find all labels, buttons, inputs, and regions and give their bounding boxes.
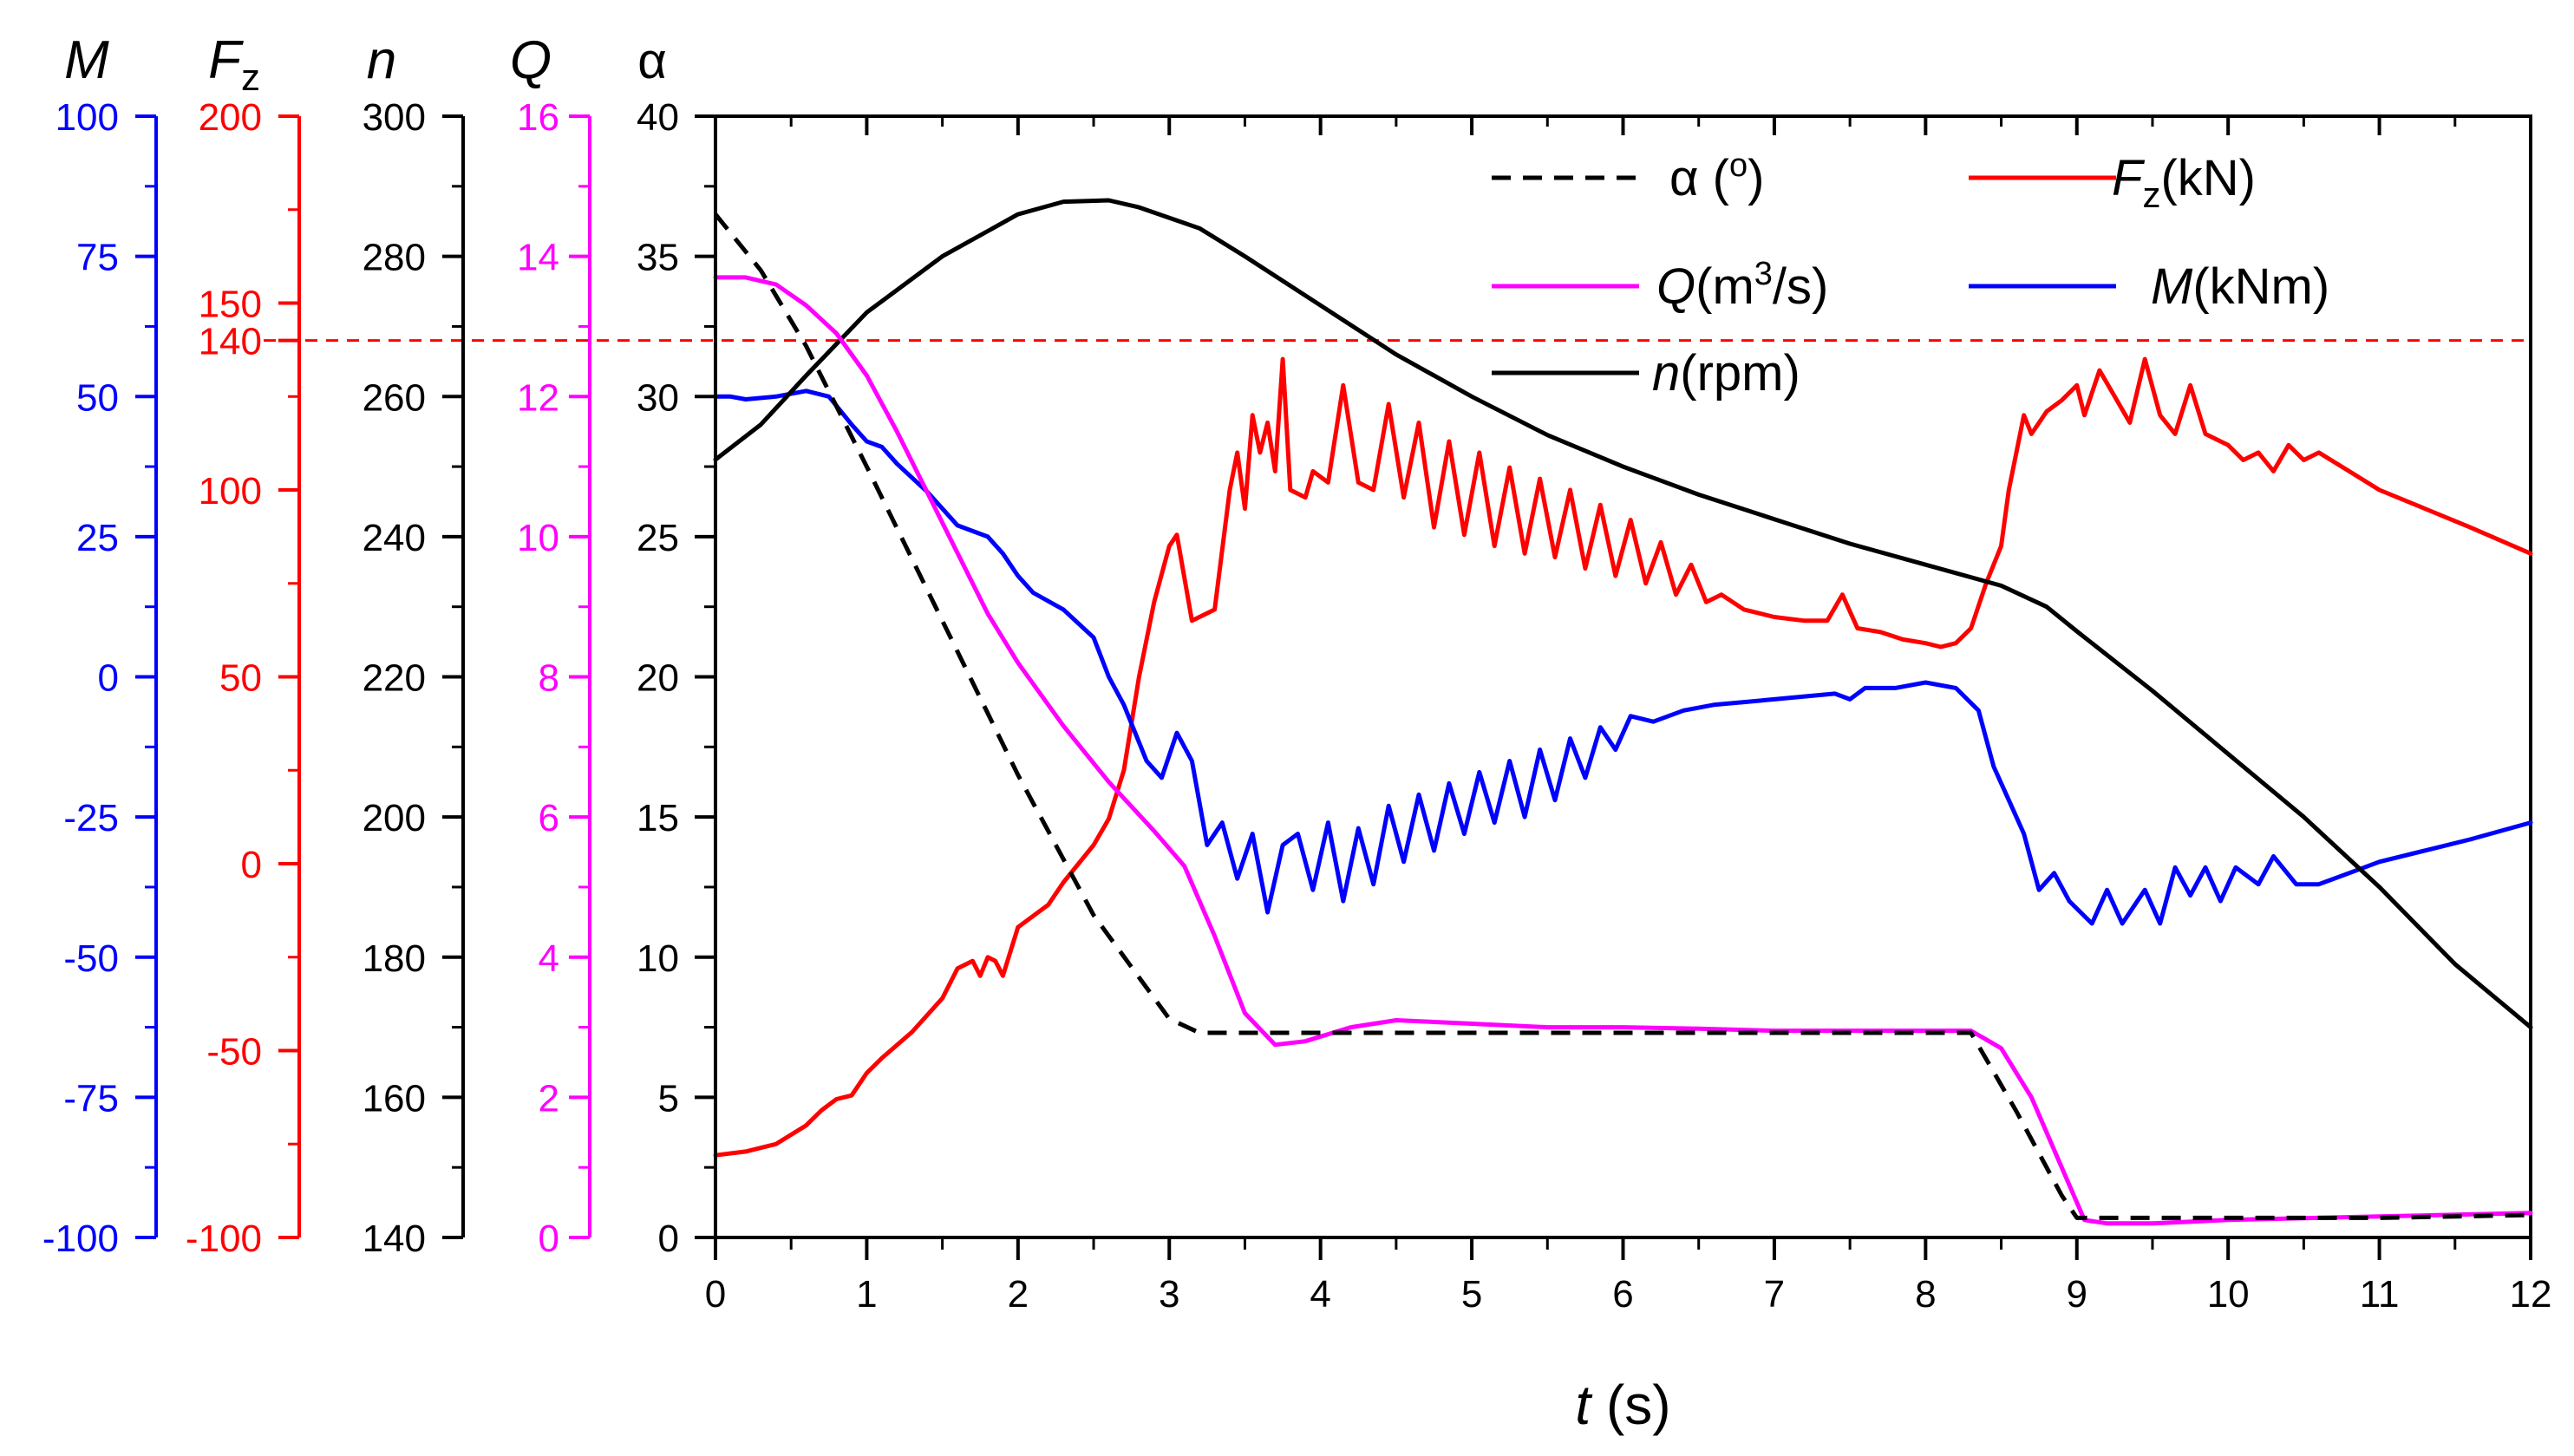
y-tick-label: 280 bbox=[363, 237, 426, 279]
y-axis-title-M: M bbox=[64, 30, 109, 90]
y-tick-label: 50 bbox=[219, 657, 262, 700]
legend-item-Q: Q(m3/s) bbox=[1492, 256, 1828, 315]
y-tick-label: 20 bbox=[637, 657, 679, 700]
y-tick-label: 40 bbox=[637, 96, 679, 139]
x-tick-label: 2 bbox=[1008, 1273, 1029, 1316]
legend: α (o) Fz(kN) Q(m3/s) M(kNm) n(rpm) bbox=[1492, 147, 2329, 402]
x-axis: 0 1 2 3 4 5 6 7 8 9 10 11 12t (s) bbox=[705, 116, 2552, 1436]
legend-item-n: n(rpm) bbox=[1492, 345, 1800, 402]
y-axis-alpha: 40 35 30 25 20 15 10 5 0 α bbox=[637, 33, 717, 1260]
legend-label: Fz(kN) bbox=[2112, 150, 2256, 215]
series-group bbox=[713, 198, 2533, 1226]
y-tick-label: 0 bbox=[98, 657, 119, 700]
y-tick-label: 50 bbox=[76, 376, 119, 419]
y-tick-label: 12 bbox=[517, 376, 559, 419]
series-line-n bbox=[713, 198, 2533, 1030]
y-tick-label: 25 bbox=[637, 517, 679, 559]
y-tick-label: 30 bbox=[637, 376, 679, 419]
y-axis-title-n: n bbox=[367, 30, 396, 90]
y-tick-label: 15 bbox=[637, 797, 679, 839]
legend-label: n(rpm) bbox=[1652, 345, 1800, 402]
x-axis-title: t (s) bbox=[1575, 1374, 1670, 1436]
legend-item-M: M(kNm) bbox=[1969, 258, 2329, 315]
legend-item-alpha: α (o) bbox=[1492, 147, 1764, 206]
y-tick-label: 220 bbox=[363, 657, 426, 700]
y-tick-label: 75 bbox=[76, 237, 119, 279]
y-tick-label: 35 bbox=[637, 237, 679, 279]
legend-label: Q(m3/s) bbox=[1656, 256, 1828, 315]
y-tick-label: 260 bbox=[363, 376, 426, 419]
x-tick-label: 10 bbox=[2207, 1273, 2250, 1316]
y-tick-label: -25 bbox=[63, 797, 119, 839]
x-tick-label: 8 bbox=[1915, 1273, 1936, 1316]
y-tick-label: 160 bbox=[363, 1077, 426, 1120]
y-tick-label: 8 bbox=[539, 657, 559, 700]
y-tick-label: 10 bbox=[637, 937, 679, 980]
y-tick-label: 100 bbox=[199, 470, 262, 513]
y-tick-label: 2 bbox=[539, 1077, 559, 1120]
y-axis-M: 100 75 50 25 0 -25 -50 -75 -100 M bbox=[42, 30, 158, 1260]
y-tick-label: 0 bbox=[241, 844, 262, 886]
series-line-Fz bbox=[713, 356, 2533, 1158]
x-tick-label: 3 bbox=[1159, 1273, 1179, 1316]
x-tick-label: 9 bbox=[2067, 1273, 2087, 1316]
x-tick-label: 7 bbox=[1764, 1273, 1785, 1316]
y-tick-label: 180 bbox=[363, 937, 426, 980]
y-axis-title-Fz: Fz bbox=[208, 30, 260, 99]
y-tick-label: -50 bbox=[63, 937, 119, 980]
y-tick-label: -75 bbox=[63, 1077, 119, 1120]
y-tick-label: -100 bbox=[42, 1218, 119, 1260]
x-tick-label: 4 bbox=[1310, 1273, 1330, 1316]
y-tick-label: 100 bbox=[56, 96, 119, 139]
y-tick-label: 240 bbox=[363, 517, 426, 559]
y-tick-label: 150 bbox=[199, 284, 262, 326]
series-line-M bbox=[713, 388, 2533, 926]
x-tick-label: 5 bbox=[1461, 1273, 1482, 1316]
y-axis-title-Q: Q bbox=[510, 30, 552, 90]
y-tick-label: 0 bbox=[658, 1218, 679, 1260]
x-tick-label: 1 bbox=[856, 1273, 877, 1316]
y-tick-label: 25 bbox=[76, 517, 119, 559]
legend-item-Fz: Fz(kN) bbox=[1969, 150, 2256, 215]
series-line-Q bbox=[713, 275, 2533, 1226]
y-axis-title-alpha: α bbox=[637, 33, 667, 89]
y-axis-Q: 16 14 12 10 8 6 4 2 0 Q bbox=[510, 30, 591, 1260]
y-tick-label: 5 bbox=[658, 1077, 679, 1120]
y-tick-label: 10 bbox=[517, 517, 559, 559]
legend-label: M(kNm) bbox=[2151, 258, 2329, 315]
y-tick-label: 200 bbox=[199, 96, 262, 139]
x-tick-label: 6 bbox=[1612, 1273, 1633, 1316]
y-tick-label: 16 bbox=[517, 96, 559, 139]
y-tick-label: 140 bbox=[363, 1218, 426, 1260]
y-tick-label: 140 bbox=[199, 321, 262, 363]
legend-label: α (o) bbox=[1669, 147, 1764, 206]
x-tick-label: 12 bbox=[2510, 1273, 2552, 1316]
y-tick-label: 6 bbox=[539, 797, 559, 839]
y-tick-label: 0 bbox=[539, 1218, 559, 1260]
y-tick-label: 300 bbox=[363, 96, 426, 139]
series-line-alpha bbox=[714, 212, 2532, 1220]
y-axes: 1007550250-25-50-75-100M200150140100500-… bbox=[42, 30, 717, 1260]
y-tick-label: 4 bbox=[539, 937, 559, 980]
y-tick-label: 14 bbox=[517, 237, 559, 279]
y-tick-label: -100 bbox=[186, 1218, 262, 1260]
y-tick-label: 200 bbox=[363, 797, 426, 839]
x-tick-label: 11 bbox=[2360, 1273, 2400, 1316]
y-tick-label: -50 bbox=[206, 1031, 262, 1074]
x-tick-label: 0 bbox=[705, 1273, 726, 1316]
y-axis-n: 300 280 260 240 220 200 180 160 140 n bbox=[363, 30, 465, 1260]
